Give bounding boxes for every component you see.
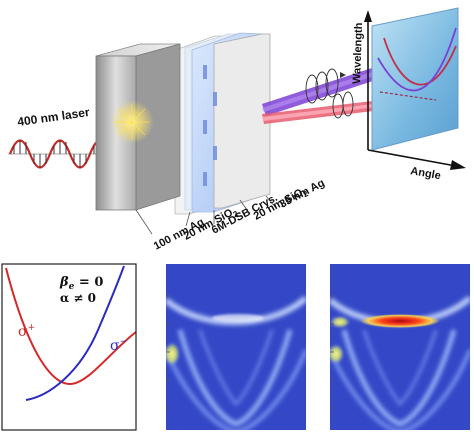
laser-label: 400 nm laser: [16, 105, 90, 129]
wavelength-axis-label: Wavelength: [351, 22, 365, 84]
left-map-ticks: [166, 295, 170, 409]
hotspot-band: [360, 314, 440, 328]
sigma-minus-label: σ−: [110, 337, 127, 354]
beta-equation: βe = 0: [59, 275, 103, 292]
sigma-plus-label: σ+: [18, 323, 35, 340]
right-map-ticks: [330, 295, 334, 409]
emission-beams: [262, 68, 432, 124]
detector-screen: [364, 7, 466, 170]
polarization-helix-icon: [315, 71, 329, 101]
alpha-equation: α ≠ 0: [60, 291, 96, 305]
angle-axis-label: Angle: [409, 165, 441, 182]
measured-map-right: [330, 264, 470, 430]
device-schematic: 400 nm laser: [8, 7, 466, 253]
layer-leader-lines: [135, 195, 277, 235]
angle-axis: [367, 149, 457, 167]
sigma-minus-curve: [25, 265, 125, 401]
theory-panel-frame: [1, 263, 137, 431]
measured-map-left: [166, 264, 306, 430]
silver-mirror-slab: [95, 43, 181, 211]
crystal-stack: [174, 32, 271, 215]
theory-panel: βe = 0 α ≠ 0 σ+ σ−: [1, 263, 137, 431]
sigma-plus-curve: [5, 267, 137, 386]
